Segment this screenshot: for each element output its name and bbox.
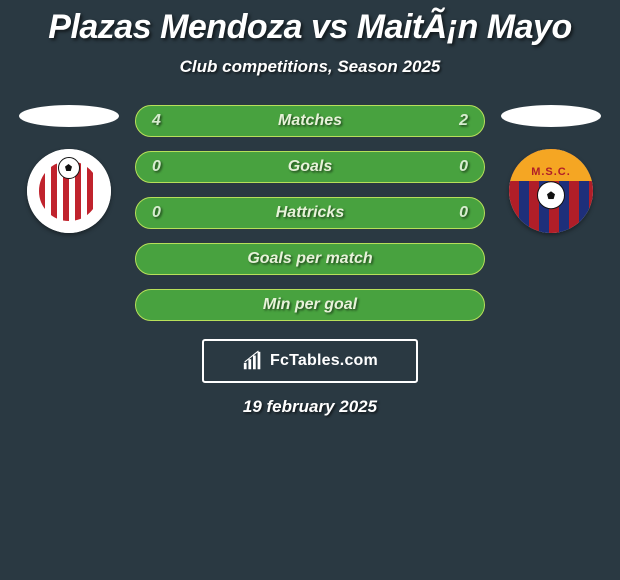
stat-label: Min per goal <box>192 296 428 314</box>
stat-row-matches: 4 Matches 2 <box>135 105 485 137</box>
stat-label: Goals per match <box>192 250 428 268</box>
left-player-ellipse <box>19 105 119 127</box>
stat-row-goals: 0 Goals 0 <box>135 151 485 183</box>
stat-row-hattricks: 0 Hattricks 0 <box>135 197 485 229</box>
footer-date: 19 february 2025 <box>0 397 620 417</box>
bar-chart-icon <box>242 350 264 372</box>
stat-row-goals-per-match: Goals per match <box>135 243 485 275</box>
left-side <box>19 105 119 233</box>
left-team-crest <box>27 149 111 233</box>
comparison-card: Plazas Mendoza vs MaitÃ¡n Mayo Club comp… <box>0 0 620 417</box>
stat-left-value: 0 <box>152 158 192 176</box>
main-row: 4 Matches 2 0 Goals 0 0 Hattricks 0 Goal… <box>0 105 620 321</box>
soccer-ball-icon <box>537 181 565 209</box>
watermark-text: FcTables.com <box>270 352 378 370</box>
watermark-badge: FcTables.com <box>202 339 418 383</box>
stat-left-value: 4 <box>152 112 192 130</box>
stat-right-value: 0 <box>428 204 468 222</box>
stat-label: Matches <box>192 112 428 130</box>
crest-top-label: M.S.C. <box>509 149 593 181</box>
right-player-ellipse <box>501 105 601 127</box>
stat-label: Goals <box>192 158 428 176</box>
right-side: M.S.C. <box>501 105 601 233</box>
stat-left-value: 0 <box>152 204 192 222</box>
stats-column: 4 Matches 2 0 Goals 0 0 Hattricks 0 Goal… <box>135 105 485 321</box>
stat-label: Hattricks <box>192 204 428 222</box>
stat-right-value: 0 <box>428 158 468 176</box>
page-title: Plazas Mendoza vs MaitÃ¡n Mayo <box>0 8 620 47</box>
stat-row-min-per-goal: Min per goal <box>135 289 485 321</box>
soccer-ball-icon <box>58 157 80 179</box>
page-subtitle: Club competitions, Season 2025 <box>0 57 620 77</box>
right-team-crest: M.S.C. <box>509 149 593 233</box>
stat-right-value: 2 <box>428 112 468 130</box>
